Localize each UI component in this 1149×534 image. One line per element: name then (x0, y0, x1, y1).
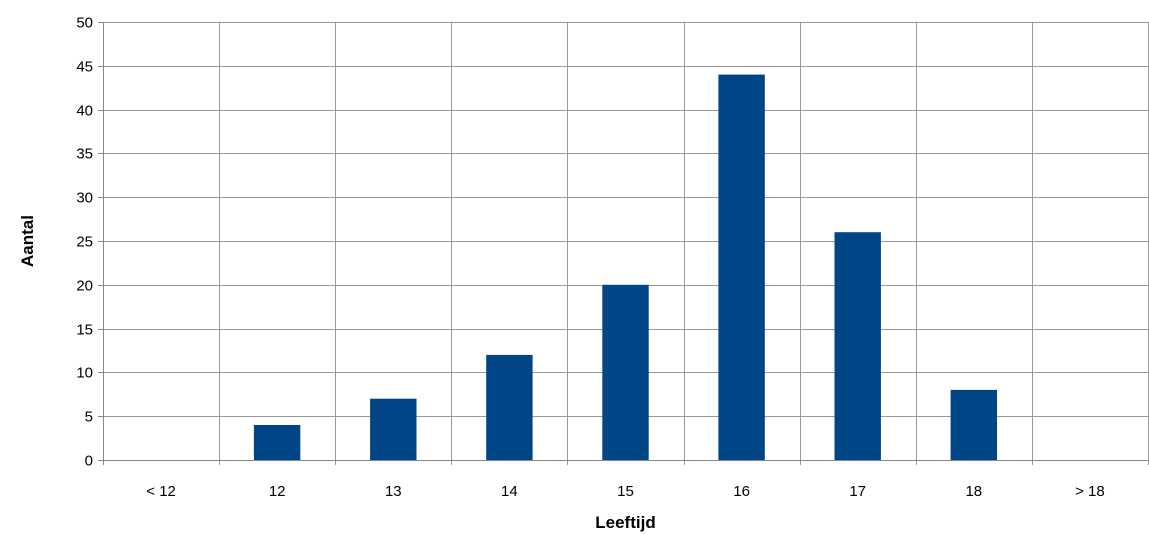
y-tick-label: 15 (76, 322, 93, 339)
bar-13 (370, 398, 417, 460)
x-tick-label: 12 (269, 483, 286, 500)
bar-12 (253, 425, 301, 460)
x-tick-label: 17 (849, 483, 866, 500)
y-axis-title: Aantal (18, 215, 37, 267)
y-tick-label: 25 (76, 234, 93, 251)
y-tick-label: 10 (76, 365, 93, 382)
y-tick-label: 0 (85, 453, 93, 470)
y-tick-labels: 0 5 10 15 20 25 30 35 40 45 50 (76, 15, 93, 470)
y-tick-label: 40 (76, 103, 93, 120)
x-axis-title: Leeftijd (595, 513, 655, 532)
x-tick-label: < 12 (146, 483, 176, 500)
y-tick-label: 5 (85, 409, 93, 426)
y-tick-label: 45 (76, 59, 93, 76)
x-tick-label: > 18 (1075, 483, 1105, 500)
bar-18 (950, 389, 997, 460)
bar-16 (718, 74, 765, 460)
y-tick-label: 35 (76, 146, 93, 163)
y-tick-label: 20 (76, 278, 93, 295)
x-tick-label: 15 (617, 483, 634, 500)
x-tick-label: 13 (385, 483, 402, 500)
grid-lines (103, 22, 1149, 465)
x-tick-label: 14 (501, 483, 518, 500)
y-tick-label: 50 (76, 15, 93, 32)
bars (253, 74, 997, 460)
bar-15 (602, 284, 649, 460)
x-tick-label: 16 (733, 483, 750, 500)
bar-17 (834, 232, 881, 460)
bar-14 (486, 354, 533, 460)
axes (98, 22, 1148, 465)
y-tick-label: 30 (76, 190, 93, 207)
x-tick-labels: < 12 12 13 14 15 16 17 18 > 18 (146, 483, 1104, 500)
x-tick-label: 18 (965, 483, 982, 500)
